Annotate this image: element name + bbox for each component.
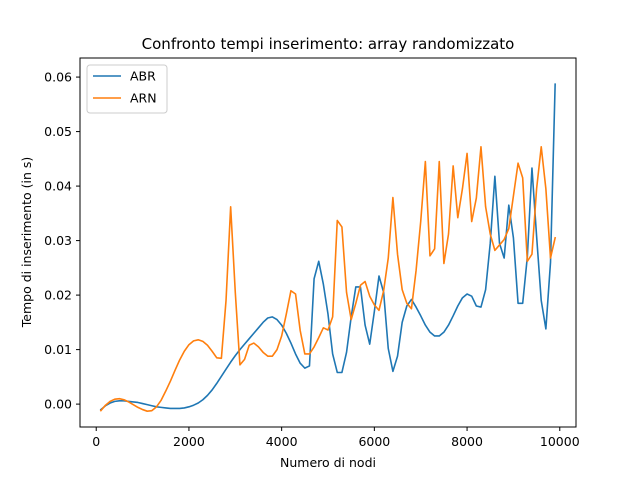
x-tick-label: 6000: [358, 434, 390, 449]
x-axis-ticks: 0 2000 4000 6000 8000 10000: [92, 427, 580, 449]
legend-label-arn: ARN: [130, 91, 157, 106]
y-tick-label: 0.00: [44, 397, 72, 412]
x-axis-label: Numero di nodi: [280, 455, 376, 470]
series-line-arn: [99, 146, 557, 412]
chart-title: Confronto tempi inserimento: array rando…: [142, 35, 515, 53]
x-tick-label: 8000: [451, 434, 483, 449]
x-tick-label: 4000: [266, 434, 298, 449]
y-axis-label: Tempo di inserimento (in s): [19, 157, 34, 328]
legend-label-abr: ABR: [130, 69, 156, 84]
legend: ABR ARN: [86, 64, 168, 114]
y-tick-label: 0.04: [44, 179, 72, 194]
series-layer: [99, 83, 557, 412]
x-tick-label: 10000: [540, 434, 580, 449]
y-tick-label: 0.05: [44, 124, 72, 139]
series-line-abr: [99, 83, 556, 411]
y-tick-label: 0.06: [44, 70, 72, 85]
y-tick-label: 0.01: [44, 342, 72, 357]
y-tick-label: 0.02: [44, 288, 72, 303]
x-tick-label: 0: [92, 434, 100, 449]
axes-frame: [79, 57, 577, 428]
x-tick-label: 2000: [173, 434, 205, 449]
y-tick-label: 0.03: [44, 233, 72, 248]
legend-box: [86, 64, 168, 114]
y-axis-ticks: 0.00 0.01 0.02 0.03 0.04 0.05 0.06: [44, 70, 80, 412]
plot-area: [79, 57, 577, 428]
